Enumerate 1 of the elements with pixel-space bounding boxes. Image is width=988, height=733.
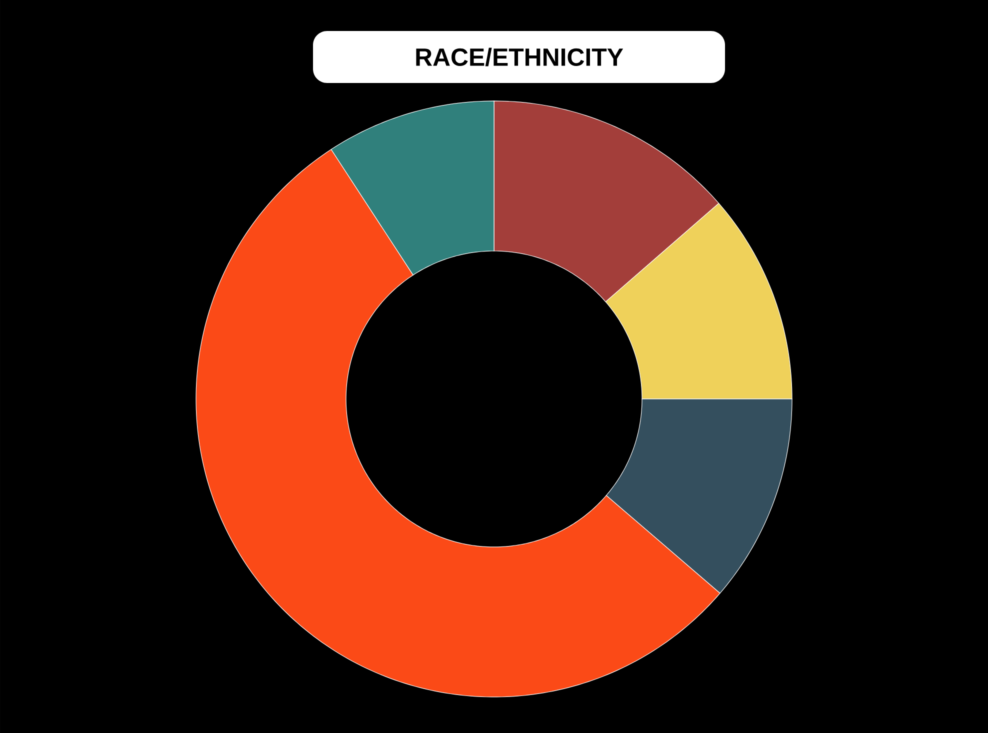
chart-title: RACE/ETHNICITY <box>416 48 624 66</box>
